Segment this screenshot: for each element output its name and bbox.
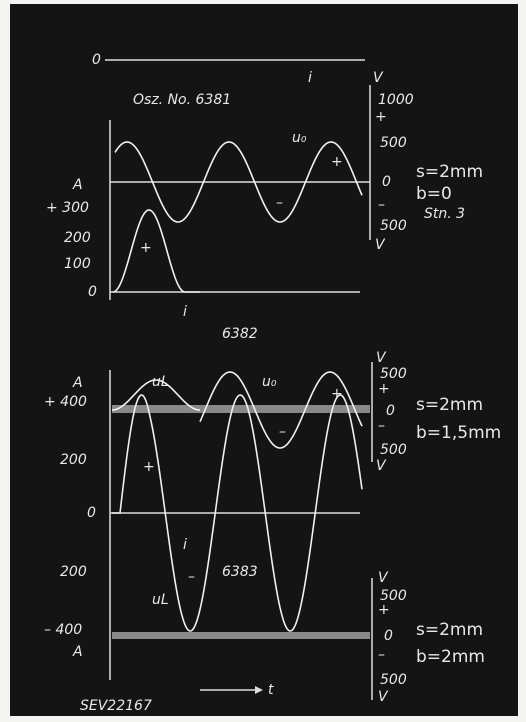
axis-label: t xyxy=(268,682,274,698)
current-trace xyxy=(112,209,200,293)
unit: A xyxy=(72,644,83,660)
unit: V xyxy=(378,689,389,705)
unit: A xyxy=(72,177,83,193)
unit: V xyxy=(376,350,387,366)
tick-label: – 400 xyxy=(44,622,82,638)
trace-label: i xyxy=(183,304,187,320)
tick-label: 0 xyxy=(88,284,97,300)
tick-label: + 300 xyxy=(46,200,89,216)
parameter: s=2mm xyxy=(416,162,483,182)
panel-title: 6382 xyxy=(222,326,258,342)
tick-label: 0 xyxy=(384,628,393,644)
trace-label: + xyxy=(143,459,155,475)
tick-label: 200 xyxy=(60,452,87,468)
unit: V xyxy=(378,570,389,586)
trace-label: uL xyxy=(152,592,169,608)
tick-label: + 400 xyxy=(44,394,87,410)
tick-label: 0 xyxy=(382,174,391,190)
parameter: b=1,5mm xyxy=(416,423,501,443)
trace-label: u₀ xyxy=(292,130,307,146)
tick-label: 500 xyxy=(380,672,407,688)
tick-label: 200 xyxy=(64,230,91,246)
voltage-trace xyxy=(112,379,200,411)
parameter: s=2mm xyxy=(416,620,483,640)
time-arrow-head xyxy=(255,686,263,694)
panel-title: Osz. No. 6381 xyxy=(133,92,231,108)
tick-label: – xyxy=(378,418,385,434)
trace-label: – xyxy=(276,195,283,211)
tick-label: 100 xyxy=(64,256,91,272)
tick-label: 0 xyxy=(386,403,395,419)
voltage-zero xyxy=(112,405,370,413)
unit: V xyxy=(373,70,384,86)
trace-label: – xyxy=(279,424,286,440)
trace-label: uL xyxy=(152,374,169,390)
parameter: s=2mm xyxy=(416,395,483,415)
trace-label: i xyxy=(183,537,187,553)
voltage-trace xyxy=(114,141,363,223)
tick-label: – xyxy=(378,197,385,213)
trace-label: + xyxy=(331,154,343,170)
tick-label: 500 xyxy=(380,442,407,458)
trace-label: i xyxy=(308,70,312,86)
photo-background xyxy=(10,4,518,716)
zero-label: 0 xyxy=(92,52,101,68)
tick-label: 500 xyxy=(380,135,407,151)
trace-label: u₀ xyxy=(262,374,277,390)
current-trace xyxy=(112,394,363,632)
tick-label: 0 xyxy=(87,505,96,521)
tick-label: 1000 xyxy=(378,92,414,108)
tick-label: 500 xyxy=(380,366,407,382)
parameter: b=2mm xyxy=(416,647,485,667)
tick-label: + xyxy=(378,381,390,397)
reference: SEV22167 xyxy=(80,698,152,714)
trace-label: + xyxy=(140,240,152,256)
unit: V xyxy=(375,237,386,253)
note: Stn. 3 xyxy=(424,206,465,222)
tick-label: 200 xyxy=(60,564,87,580)
panel-title: 6383 xyxy=(222,564,258,580)
tick-label: + xyxy=(378,602,390,618)
voltage-trace xyxy=(199,371,363,449)
tick-label: 500 xyxy=(380,588,407,604)
trace-label: – xyxy=(188,569,195,585)
unit: V xyxy=(376,458,387,474)
trace-label: + xyxy=(331,386,343,402)
unit: A xyxy=(72,375,83,391)
voltage-zero xyxy=(112,632,370,639)
tick-label: + xyxy=(375,109,387,125)
tick-label: 500 xyxy=(380,218,407,234)
parameter: b=0 xyxy=(416,184,452,204)
tick-label: – xyxy=(378,647,385,663)
